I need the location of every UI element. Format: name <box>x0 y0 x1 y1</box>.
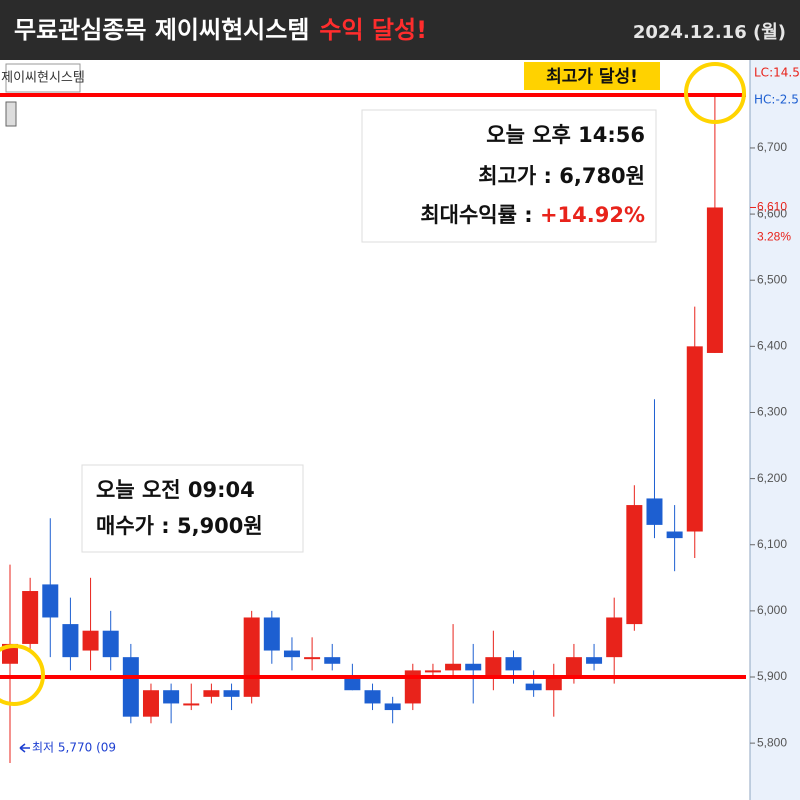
candle-body <box>686 346 703 532</box>
title-text: 무료관심종목 제이씨현시스템 <box>14 16 309 44</box>
price-marker-change: 3.28% <box>757 230 791 244</box>
y-tick-label: 6,100 <box>757 537 787 551</box>
low-label: 최저 5,770 (09 <box>32 741 116 755</box>
candle-body <box>22 591 39 644</box>
price-marker-label: 6,610 <box>757 200 787 214</box>
candle-body <box>324 657 341 664</box>
tool-icon <box>5 101 17 127</box>
title-highlight: 수익 달성! <box>319 16 427 44</box>
candle-body <box>283 650 300 658</box>
candle-body <box>606 617 623 658</box>
candle-body <box>183 703 200 706</box>
y-tick-label: 6,000 <box>757 603 787 617</box>
candle-body <box>364 690 381 704</box>
stock-tag: 제이씨현시스템 <box>1 71 85 86</box>
axis-panel <box>750 60 800 800</box>
candle-body <box>42 584 59 618</box>
candle-body <box>203 690 220 697</box>
candle-body <box>163 690 180 704</box>
y-tick-label: 5,800 <box>757 735 787 749</box>
return-value: +14.92% <box>540 203 645 227</box>
return-label: 최대수익률 : <box>420 203 540 227</box>
candle-body <box>505 657 522 671</box>
candle-body <box>142 690 159 717</box>
candle-body <box>445 663 462 671</box>
candle-body <box>545 676 562 691</box>
header-title: 무료관심종목 제이씨현시스템 수익 달성! <box>14 16 427 44</box>
peak-circle <box>684 62 746 124</box>
candle-body <box>646 498 663 525</box>
candle-body <box>102 630 119 658</box>
candle-body <box>586 657 603 664</box>
candle-body <box>304 657 321 660</box>
sell-return: 최대수익률 : +14.92% <box>420 203 645 227</box>
buy-circle <box>0 644 45 706</box>
candle-body <box>465 663 482 671</box>
y-tick-label: 6,300 <box>757 405 787 419</box>
candle-body <box>565 657 582 677</box>
candle-body <box>424 670 441 673</box>
sell-high: 최고가 : 6,780원 <box>478 164 645 188</box>
candle-body <box>666 531 683 539</box>
candle-body <box>243 617 260 697</box>
sell-note-box <box>361 109 657 243</box>
peak-badge: 최고가 달성! <box>546 66 638 87</box>
plot: 5,800 5,900 6,000 6,100 6,200 6,300 6,400 6,500… <box>0 93 791 763</box>
candle-body <box>384 703 401 711</box>
candle-body <box>706 207 723 353</box>
buy-price: 매수가 : 5,900원 <box>96 514 263 538</box>
candle-body <box>525 683 542 691</box>
y-tick-label: 6,200 <box>757 471 787 485</box>
candle-body <box>263 617 280 651</box>
y-tick-label: 6,500 <box>757 272 787 286</box>
candle-body <box>485 657 502 677</box>
low-arrow <box>19 743 30 753</box>
header-date: 2024.12.16 (월) <box>633 22 786 43</box>
stock-tag-box <box>5 63 81 93</box>
hc-label: HC:-2.51 <box>754 93 800 107</box>
candle-body <box>344 676 361 691</box>
candle-body <box>223 690 240 697</box>
y-tick-label: 6,400 <box>757 339 787 353</box>
y-tick-label: 5,900 <box>757 669 787 683</box>
peak-badge-bg <box>524 62 660 90</box>
candle-body <box>122 657 139 717</box>
candle-body <box>82 630 99 651</box>
candle-body <box>62 624 79 658</box>
y-tick-label: 6,700 <box>757 140 787 154</box>
candle-body <box>626 505 643 625</box>
header-bar <box>0 0 800 60</box>
lc-label: LC:14.56 <box>754 66 800 80</box>
y-tick-label: 6,600 <box>757 206 787 220</box>
buy-time: 오늘 오전 09:04 <box>96 478 255 502</box>
buy-note-box <box>81 464 304 553</box>
sell-time: 오늘 오후 14:56 <box>486 123 645 147</box>
